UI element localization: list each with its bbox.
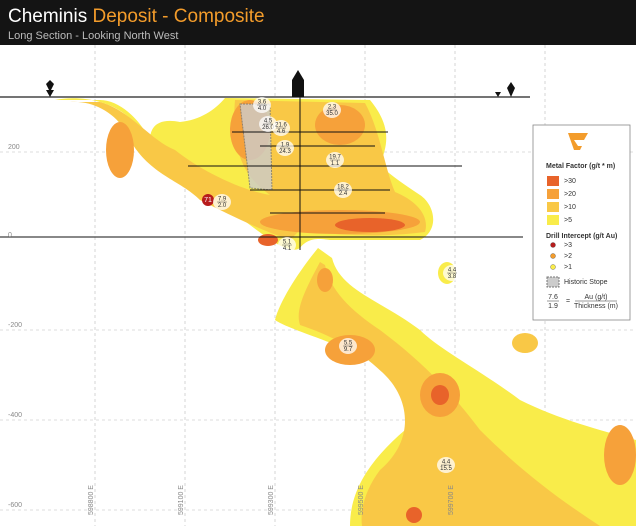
elevation-label: -400 (8, 412, 22, 419)
subtitle: Long Section - Looking North West (8, 30, 178, 42)
legend-swatch (547, 176, 559, 186)
legend: Metal Factor (g/t * m) Drill Intercept (… (532, 124, 631, 321)
legend-label: >10 (564, 204, 576, 211)
intercept-grade: 5.5 (344, 341, 353, 347)
intercept-thickness: 26.0 (262, 125, 274, 131)
elevation-label: -600 (8, 502, 22, 509)
legend-dot (550, 253, 556, 259)
legend-swatch (547, 202, 559, 212)
elevation-label: 0 (8, 232, 12, 239)
legend-label: >30 (564, 178, 576, 185)
highlight-marker (202, 194, 214, 206)
intercept-grade: 3.6 (258, 100, 267, 106)
title-rest: Deposit - Composite (92, 6, 264, 27)
intercept-grade: 18.2 (337, 185, 349, 191)
intercept-thickness: 2.0 (218, 203, 227, 209)
key-label: = (566, 298, 570, 305)
easting-label: 599500 E (358, 485, 365, 515)
title-name: Cheminis (8, 6, 87, 27)
axis-labels: 200 0 -200 -400 -600 598800 E 599100 E 599300 E… (8, 144, 455, 515)
legend-title: Drill Intercept (g/t Au) (546, 233, 617, 240)
key-label: 7.6 (548, 294, 558, 301)
highlight-label: 71 (204, 197, 212, 204)
intercept-thickness: 4.6 (277, 129, 286, 135)
legend-dot (550, 242, 556, 248)
legend-label: Historic Stope (564, 279, 608, 286)
drill-holes (0, 97, 523, 250)
intercept-grade: 5.1 (283, 240, 292, 246)
easting-label: 599100 E (178, 485, 185, 515)
easting-label: 598800 E (88, 485, 95, 515)
elevation-label: 200 (8, 144, 20, 151)
intercept-thickness: 15.5 (440, 466, 452, 472)
intercept-thickness: 9.7 (344, 347, 353, 353)
legend-swatch (547, 215, 559, 225)
legend-label: >1 (564, 264, 572, 271)
header-bar (0, 0, 636, 45)
intercept-grade: 2.3 (328, 105, 337, 111)
legend-label: >5 (564, 217, 572, 224)
intercept-grade: 21.6 (275, 123, 287, 129)
legend-dot (550, 264, 556, 270)
intercept-grade: 4.4 (448, 268, 457, 274)
intercept-thickness: 35.0 (326, 111, 338, 117)
key-label: Thickness (m) (574, 303, 618, 310)
headframe (292, 70, 304, 97)
legend-title: Metal Factor (g/t * m) (546, 163, 615, 170)
title: Cheminis Deposit - Composite (8, 6, 265, 27)
legend-label: >20 (564, 191, 576, 198)
easting-label: 599700 E (448, 485, 455, 515)
elevation-label: -200 (8, 322, 22, 329)
intercept-grade: 1.9 (281, 143, 290, 149)
intercept-labels: 3.64.0 4.526.0 21.64.6 2.335.0 1.924.3 19.71.… (213, 97, 461, 473)
legend-label: >2 (564, 253, 572, 260)
legend-label: >3 (564, 242, 572, 249)
key-label: 1.9 (548, 303, 558, 310)
intercept-thickness: 2.4 (339, 191, 348, 197)
legend-swatch (547, 189, 559, 199)
intercept-grade: 4.4 (442, 460, 451, 466)
intercept-thickness: 4.1 (283, 246, 292, 252)
intercept-thickness: 1.1 (331, 161, 340, 167)
intercept-grade: 19.7 (329, 155, 341, 161)
intercept-thickness: 3.8 (448, 274, 457, 280)
intercept-thickness: 4.0 (258, 106, 267, 112)
easting-label: 599300 E (268, 485, 275, 515)
intercept-thickness: 24.3 (279, 149, 291, 155)
intercept-grade: 4.5 (264, 119, 273, 125)
ore-zones (55, 98, 636, 526)
intercept-grade: 7.9 (218, 197, 227, 203)
key-label: Au (g/t) (585, 294, 608, 301)
